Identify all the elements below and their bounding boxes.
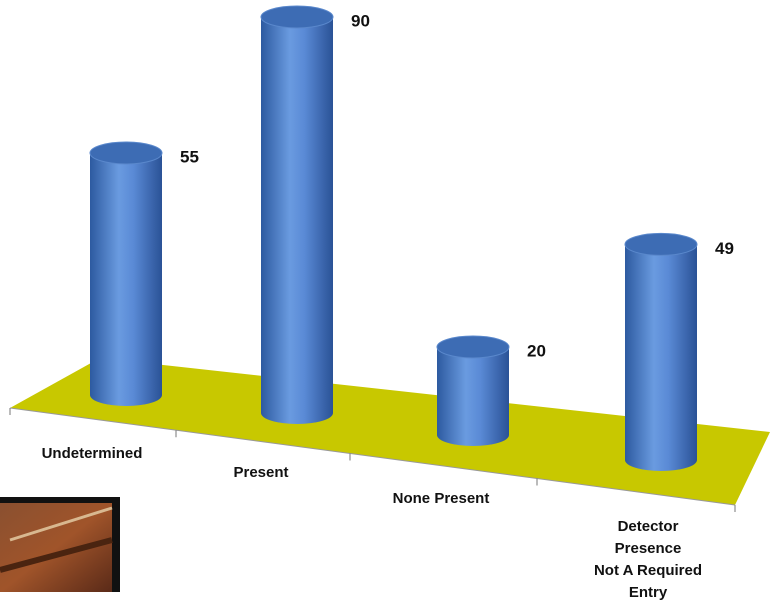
category-label: None Present bbox=[392, 490, 490, 507]
floor-edge bbox=[9, 407, 736, 506]
category-label: Undetermined bbox=[41, 445, 143, 462]
category-label: Detector Presence Not A Required Entry bbox=[593, 518, 703, 601]
bar-body bbox=[625, 244, 697, 471]
bar-body bbox=[437, 347, 509, 446]
value-label: 55 bbox=[180, 147, 199, 166]
bar-body bbox=[261, 17, 333, 424]
bar bbox=[260, 5, 334, 424]
value-label: 20 bbox=[527, 341, 546, 360]
bar-top bbox=[436, 335, 510, 359]
bar-body bbox=[90, 153, 162, 406]
floor bbox=[10, 358, 770, 505]
bar bbox=[89, 141, 163, 406]
value-label: 90 bbox=[351, 11, 370, 30]
value-label: 49 bbox=[715, 239, 734, 258]
photo-thumbnail bbox=[0, 497, 120, 592]
bar bbox=[436, 335, 510, 446]
bar-top bbox=[624, 232, 698, 256]
bar bbox=[624, 232, 698, 471]
bar-top bbox=[89, 141, 163, 165]
category-label: Present bbox=[233, 464, 289, 481]
bar-top bbox=[260, 5, 334, 29]
